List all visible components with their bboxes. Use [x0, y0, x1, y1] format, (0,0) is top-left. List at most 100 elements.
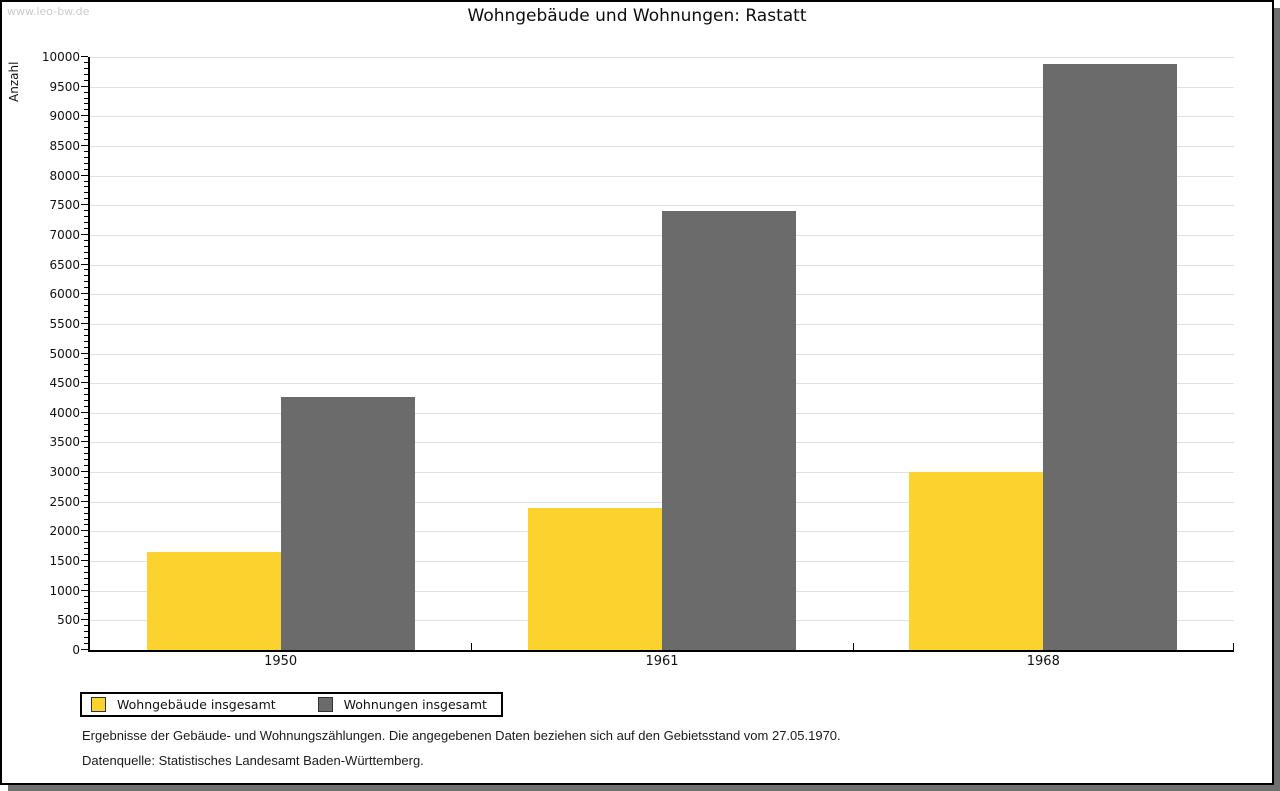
y-major-tick [81, 441, 88, 443]
y-tick-label: 1000 [49, 583, 80, 598]
y-tick-label: 8500 [49, 138, 80, 153]
y-minor-tick [84, 405, 88, 407]
y-minor-tick [84, 91, 88, 93]
footnote-line-1: Ergebnisse der Gebäude- und Wohnungszähl… [82, 728, 841, 743]
y-minor-tick [84, 637, 88, 639]
y-minor-tick [84, 536, 88, 538]
y-minor-tick [84, 281, 88, 283]
y-major-tick [81, 293, 88, 295]
y-major-tick [81, 233, 88, 235]
y-minor-tick [84, 328, 88, 330]
y-minor-tick [84, 275, 88, 277]
y-minor-tick [84, 239, 88, 241]
y-minor-tick [84, 192, 88, 194]
gridline [90, 175, 1234, 177]
y-minor-tick [84, 459, 88, 461]
y-minor-tick [84, 613, 88, 615]
y-minor-tick [84, 67, 88, 69]
legend-swatch [317, 697, 333, 712]
y-tick-label: 4500 [49, 376, 80, 391]
y-minor-tick [84, 299, 88, 301]
y-minor-tick [84, 210, 88, 212]
y-minor-tick [84, 548, 88, 550]
bar-wohngebaeude-1961 [528, 508, 662, 650]
legend-item-wohnungen: Wohnungen insgesamt [317, 697, 487, 712]
y-tick-label: 500 [57, 613, 80, 628]
y-tick-label: 5000 [49, 346, 80, 361]
y-minor-tick [84, 334, 88, 336]
y-minor-tick [84, 227, 88, 229]
x-axis-tick [1233, 643, 1234, 650]
y-minor-tick [84, 643, 88, 645]
y-minor-tick [84, 399, 88, 401]
legend-label: Wohngebäude insgesamt [117, 697, 276, 712]
gridline [90, 145, 1234, 147]
y-minor-tick [84, 364, 88, 366]
y-minor-tick [84, 346, 88, 348]
y-minor-tick [84, 565, 88, 567]
y-minor-tick [84, 251, 88, 253]
y-tick-label: 7000 [49, 227, 80, 242]
y-tick-label: 3500 [49, 435, 80, 450]
y-major-tick [81, 560, 88, 562]
y-minor-tick [84, 571, 88, 573]
bar-wohnungen-1950 [280, 396, 415, 650]
y-minor-tick [84, 542, 88, 544]
y-minor-tick [84, 477, 88, 479]
y-minor-tick [84, 162, 88, 164]
x-axis-tick-labels: 1950 1961 1968 [90, 654, 1234, 672]
y-tick-label: 2000 [49, 524, 80, 539]
x-axis-tick [852, 643, 854, 650]
y-minor-tick [84, 423, 88, 425]
x-tick-label: 1968 [1026, 654, 1060, 669]
y-minor-tick [84, 133, 88, 135]
y-minor-tick [84, 156, 88, 158]
y-minor-tick [84, 186, 88, 188]
y-major-tick [81, 382, 88, 384]
y-minor-tick [84, 512, 88, 514]
y-minor-tick [84, 222, 88, 224]
y-tick-label: 9500 [49, 79, 80, 94]
gridline [90, 116, 1234, 118]
footnote-line-2: Datenquelle: Statistisches Landesamt Bad… [82, 753, 424, 768]
y-tick-label: 5500 [49, 316, 80, 331]
y-major-tick [81, 471, 88, 473]
gridline [90, 205, 1234, 207]
y-minor-tick [84, 625, 88, 627]
y-minor-tick [84, 245, 88, 247]
y-minor-tick [84, 180, 88, 182]
y-major-tick [81, 500, 88, 502]
y-minor-tick [84, 388, 88, 390]
y-minor-tick [84, 488, 88, 490]
y-tick-label: 3000 [49, 465, 80, 480]
y-minor-tick [84, 577, 88, 579]
y-minor-tick [84, 127, 88, 129]
y-minor-tick [84, 376, 88, 378]
x-tick-label: 1961 [645, 654, 679, 669]
y-minor-tick [84, 435, 88, 437]
y-minor-tick [84, 316, 88, 318]
y-minor-tick [84, 109, 88, 111]
y-minor-tick [84, 257, 88, 259]
y-minor-tick [84, 524, 88, 526]
y-major-tick [81, 85, 88, 87]
plot-area [81, 56, 1234, 652]
y-minor-tick [84, 139, 88, 141]
y-tick-label: 4000 [49, 405, 80, 420]
y-minor-tick [84, 340, 88, 342]
y-minor-tick [84, 631, 88, 633]
y-tick-label: 7500 [49, 198, 80, 213]
y-tick-label: 10000 [41, 50, 80, 64]
y-minor-tick [84, 595, 88, 597]
y-major-tick [81, 56, 88, 57]
y-minor-tick [84, 506, 88, 508]
y-tick-label: 6500 [49, 257, 80, 272]
legend-swatch [91, 697, 106, 712]
y-minor-tick [84, 429, 88, 431]
y-minor-tick [84, 494, 88, 496]
bar-wohnungen-1961 [662, 211, 796, 650]
x-axis-tick [471, 643, 473, 650]
y-minor-tick [84, 79, 88, 81]
y-axis-tick-labels: 0 500 1000 1500 2000 2500 3000 3500 4000 4500 5000… [2, 50, 80, 657]
